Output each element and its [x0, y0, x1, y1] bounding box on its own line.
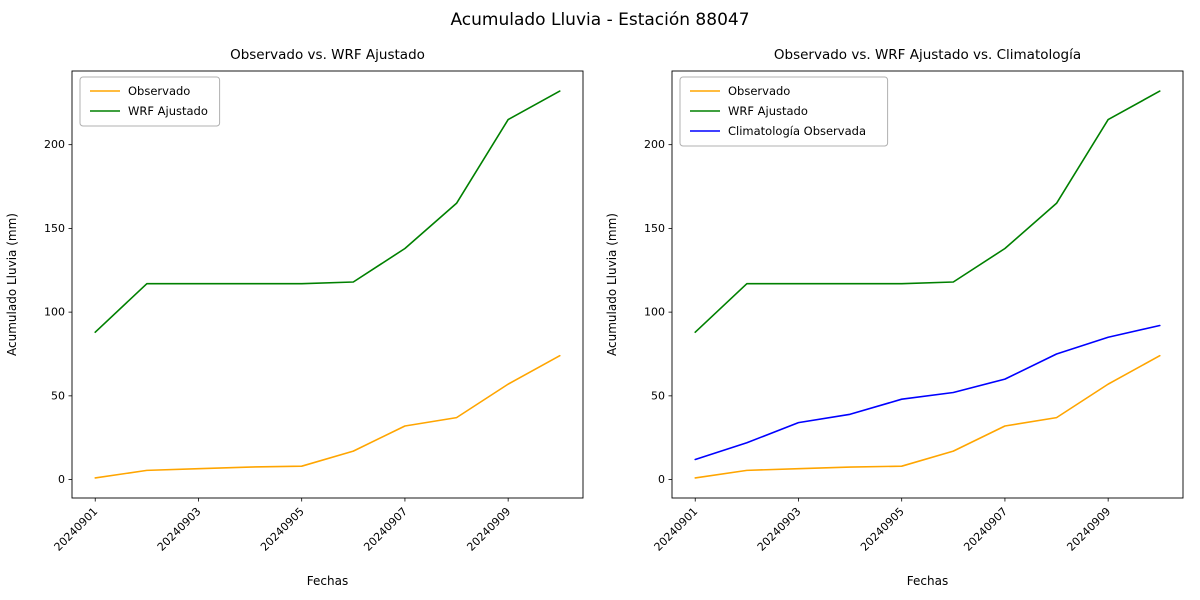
- x-axis: 20240901 20240903 20240905 20240907 20240909: [52, 498, 513, 554]
- y-tick-label: 0: [58, 473, 65, 486]
- legend-label: Climatología Observada: [728, 124, 866, 138]
- x-tick-label: 20240901: [652, 505, 701, 554]
- y-tick-label: 150: [644, 222, 665, 235]
- figure-title: Acumulado Lluvia - Estación 88047: [450, 10, 750, 30]
- y-axis-label: Acumulado Lluvia (mm): [605, 213, 619, 356]
- y-axis-label: Acumulado Lluvia (mm): [5, 213, 19, 356]
- series-line-observado: [94, 354, 561, 479]
- x-tick-label: 20240907: [361, 505, 410, 554]
- y-tick-label: 100: [644, 306, 665, 319]
- x-tick-label: 20240901: [52, 505, 101, 554]
- y-axis: 0 50 100 150 200: [644, 138, 672, 486]
- subplot-title: Observado vs. WRF Ajustado: [230, 47, 425, 63]
- y-tick-label: 150: [44, 222, 65, 235]
- x-axis: 20240901 20240903 20240905 20240907 20240909: [652, 498, 1113, 554]
- x-axis-label: Fechas: [307, 574, 348, 588]
- y-tick-label: 100: [44, 306, 65, 319]
- legend: Observado WRF Ajustado Climatología Observ…: [679, 76, 889, 147]
- x-tick-label: 20240909: [464, 505, 513, 554]
- chart-observado-vs-wrf-vs-climatologia: Observado vs. WRF Ajustado vs. Climatolo…: [605, 47, 1184, 588]
- x-tick-label: 20240909: [1064, 505, 1113, 554]
- series-line-climatología-observada: [694, 324, 1161, 461]
- x-axis-label: Fechas: [907, 574, 948, 588]
- y-tick-label: 200: [44, 138, 65, 151]
- series-line-wrf-ajustado: [94, 90, 561, 334]
- legend-box: [79, 76, 221, 127]
- legend-box: [679, 76, 889, 147]
- chart-observado-vs-wrf: Observado vs. WRF Ajustado 0 50 100 150 200 20…: [5, 47, 584, 588]
- plot-background: [72, 71, 583, 498]
- legend: Observado WRF Ajustado: [79, 76, 221, 127]
- y-tick-label: 50: [51, 389, 65, 402]
- subplot-title: Observado vs. WRF Ajustado vs. Climatolo…: [774, 47, 1081, 63]
- legend-label: Observado: [728, 84, 790, 98]
- y-tick-label: 200: [644, 138, 665, 151]
- y-tick-label: 50: [651, 389, 665, 402]
- y-axis: 0 50 100 150 200: [44, 138, 72, 486]
- x-tick-label: 20240905: [258, 505, 307, 554]
- plot-border: [71, 70, 584, 499]
- legend-label: WRF Ajustado: [728, 104, 808, 118]
- series-line-observado: [694, 354, 1161, 479]
- x-tick-label: 20240905: [858, 505, 907, 554]
- x-tick-label: 20240907: [961, 505, 1010, 554]
- legend-label: Observado: [128, 84, 190, 98]
- x-tick-label: 20240903: [155, 505, 204, 554]
- legend-label: WRF Ajustado: [128, 104, 208, 118]
- series-line-wrf-ajustado: [694, 90, 1161, 334]
- plot-border: [671, 70, 1184, 499]
- y-tick-label: 0: [658, 473, 665, 486]
- x-tick-label: 20240903: [755, 505, 804, 554]
